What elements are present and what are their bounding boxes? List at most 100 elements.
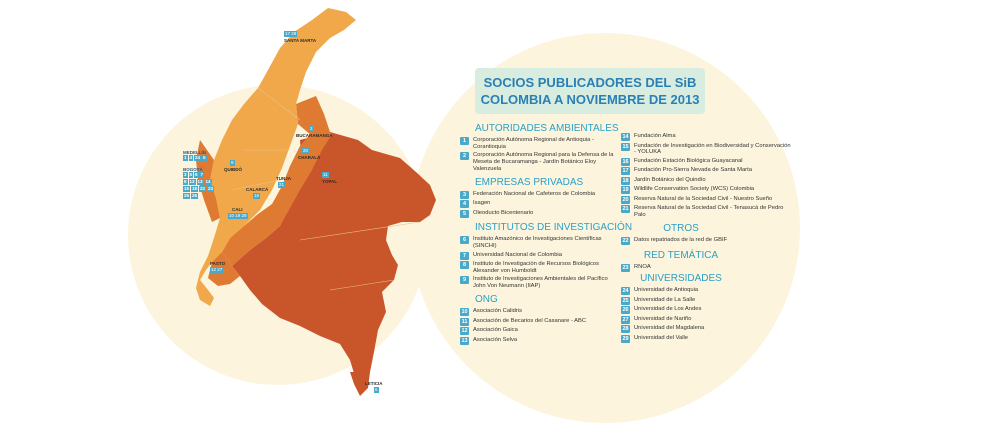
list-item: 20 Reserva Natural de la Sociedad Civil -…	[621, 195, 791, 204]
number-badge: 26	[621, 306, 630, 315]
list-item: 19 Wildlife Conservation Society (WCS) Co…	[621, 186, 791, 195]
medellin-numbers: 1 4 24 5	[183, 155, 207, 161]
list-item: 14 Fundación Alma	[621, 133, 791, 141]
region-santander	[296, 96, 330, 136]
list-item: 16 Fundación Estación Biológica Guayacana…	[621, 157, 791, 166]
item-text: Wildlife Conservation Society (WCS) Colo…	[634, 186, 755, 193]
calarca-number: 16	[253, 193, 261, 199]
charala-number: 20	[302, 148, 310, 154]
bogota-legend: BOGOTÁ 3 5 6 7 8 13 13 14 15 18 22 23 25 26	[183, 167, 215, 200]
bogota-number: 13	[188, 179, 196, 185]
number-badge: 20	[621, 195, 630, 204]
item-text: Asociación Calidris	[473, 308, 522, 315]
number-badge: 11	[460, 317, 469, 326]
number-badge: 16	[621, 157, 630, 166]
number-badge: 5	[460, 209, 469, 218]
item-text: Asociación Selva	[473, 336, 518, 343]
item-text: RNOA	[634, 263, 651, 270]
number-badge: 19	[621, 186, 630, 195]
item-text: Universidad del Valle	[634, 334, 689, 341]
number-badge: 7	[460, 251, 469, 260]
bogota-label: BOGOTÁ	[183, 167, 203, 172]
list-item: 12 Asociación Gaica	[460, 327, 620, 336]
number-badge: 22	[621, 237, 630, 246]
number-badge: 2	[460, 152, 469, 161]
colombia-map	[196, 8, 436, 396]
bogota-number: 18	[191, 186, 199, 192]
region-amazonas-tip	[350, 372, 370, 396]
bogota-row: 25 26	[183, 193, 214, 199]
list-item: 10 Asociación Calidris	[460, 308, 620, 317]
item-text: Asociación Gaica	[473, 327, 518, 334]
list-item: 6 Instituto Amazónico de Investigaciones …	[460, 236, 620, 250]
item-text: Fundación Estación Biológica Guayacanal	[634, 157, 743, 164]
bucaramanga-label: BUCARAMANGA	[296, 133, 333, 138]
bogota-number: 7	[199, 172, 205, 178]
number-badge: 12	[460, 327, 469, 336]
number-badge: 25	[621, 296, 630, 305]
bogota-number: 22	[199, 186, 207, 192]
item-text: Federación Nacional de Cafeteros de Colo…	[473, 190, 596, 197]
number-badge: 8	[460, 261, 469, 270]
number-badge: 21	[621, 205, 630, 214]
list-item: 28 Universidad del Magdalena	[621, 325, 791, 334]
list-item: 5 Oleoducto Bicentenario	[460, 209, 620, 218]
list-item: 7 Universidad Nacional de Colombia	[460, 251, 620, 260]
bogota-number: 25	[183, 193, 191, 199]
item-text: Fundación de Investigación en Biodiversi…	[634, 142, 791, 156]
item-text: Universidad del Magdalena	[634, 325, 705, 332]
section-heading: ONG	[475, 294, 498, 306]
number-badge: 28	[621, 325, 630, 334]
list-item: 11 Asociación de Becarios del Casanare - …	[460, 317, 620, 326]
medellin-number: 24	[194, 155, 202, 161]
yopal-label: YOPAL	[322, 179, 338, 184]
number-badge: 13	[460, 336, 469, 345]
list-item: 17 Fundación Pro-Sierra Nevada de Santa M…	[621, 167, 791, 176]
department-borders	[231, 87, 421, 291]
medellin-legend: MEDELLÍN 1 4 24 5	[183, 150, 207, 162]
medellin-number: 1	[183, 155, 188, 161]
bogota-number: 26	[191, 193, 199, 199]
item-text: Universidad de Nariño	[634, 315, 692, 322]
medellin-number: 4	[188, 155, 194, 161]
section-heading: UNIVERSIDADES	[640, 273, 722, 285]
region-west	[196, 8, 356, 306]
number-badge: 15	[621, 142, 630, 151]
region-east	[232, 132, 436, 388]
list-item: 1 Corporación Autónoma Regional de Antioq…	[460, 137, 620, 151]
item-text: Jardín Botánico del Quindío	[634, 176, 706, 183]
section-heading: EMPRESAS PRIVADAS	[475, 176, 584, 188]
item-text: Corporación Autónoma Regional para la De…	[473, 152, 614, 172]
medellin-label: MEDELLÍN	[183, 150, 206, 155]
list-item: 2 Corporación Autónoma Regional para la D…	[460, 152, 620, 172]
section-heading: AUTORIDADES AMBIENTALES	[475, 123, 619, 134]
list-item: 3 Federación Nacional de Cafeteros de Col…	[460, 190, 620, 199]
list-item: 23 RNOA	[621, 263, 791, 272]
item-text: Corporación Autónoma Regional de Antioqu…	[473, 137, 594, 150]
number-badge: 18	[621, 176, 630, 185]
item-text: Datos repatriados de la red de GBIF	[634, 237, 728, 244]
bogota-number: 23	[207, 186, 215, 192]
quibdo-number: 9	[230, 160, 235, 166]
list-item: 13 Asociación Selva	[460, 336, 620, 345]
santa-marta-numbers: 17 28	[284, 31, 298, 37]
list-item: 29 Universidad del Valle	[621, 334, 791, 343]
list-item: 18 Jardín Botánico del Quindío	[621, 176, 791, 185]
number-badge: 4	[460, 200, 469, 209]
leticia-number: 6	[374, 387, 379, 393]
list-item: 24 Universidad de Antioquia	[621, 287, 791, 296]
region-central	[222, 128, 332, 266]
quibdo-label: QUIBDÓ	[224, 167, 242, 172]
section-heading: OTROS	[663, 223, 699, 235]
bogota-numbers: 3 5 6 7 8 13 13 14 15 18 22 23 25 26	[183, 172, 215, 199]
tunja-number: 21	[278, 182, 286, 188]
item-text: Universidad de La Salle	[634, 296, 696, 303]
number-badge: 6	[460, 236, 469, 245]
bogota-row: 8 13 13 14	[183, 179, 214, 185]
bogota-number: 8	[183, 179, 188, 185]
item-text: Reserva Natural de la Sociedad Civil - T…	[634, 205, 784, 218]
item-text: Universidad Nacional de Colombia	[473, 251, 562, 258]
bogota-number: 6	[194, 172, 199, 178]
cali-label: CALI	[232, 207, 243, 212]
